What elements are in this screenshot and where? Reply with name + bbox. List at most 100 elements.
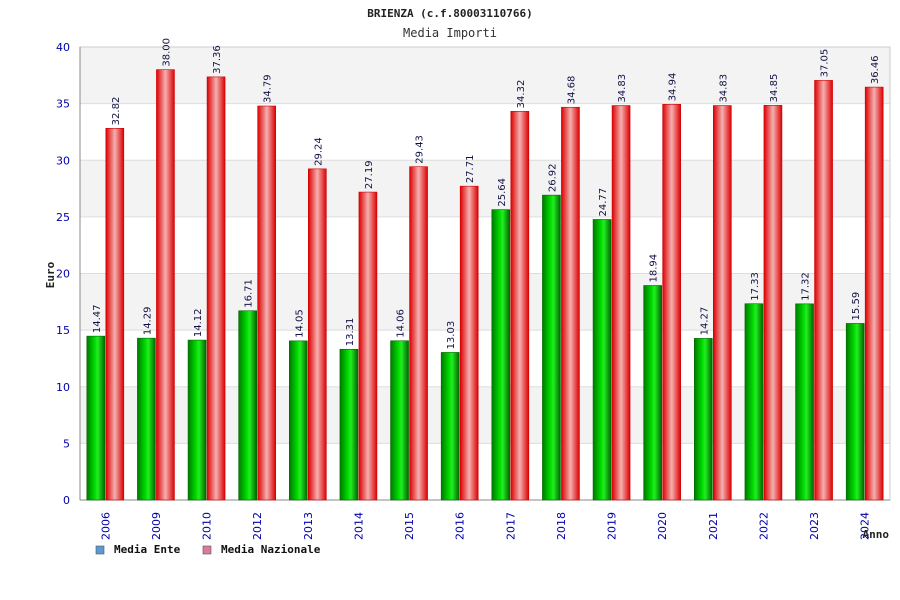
bar-media-ente-2006 — [86, 335, 106, 501]
x-tick-label-2023: 2023 — [808, 512, 821, 540]
bar-media-nazionale-2017 — [510, 111, 530, 501]
data-label-media-nazionale-2019: 34.83 — [617, 74, 628, 103]
bar-media-nazionale-2012 — [257, 105, 276, 501]
bars — [86, 69, 884, 501]
data-label-media-ente-2009: 14.29 — [142, 307, 153, 336]
chart-subtitle: Media Importi — [403, 26, 497, 40]
bar-media-nazionale-2015 — [409, 166, 428, 501]
y-tick-label: 15 — [56, 324, 70, 337]
x-tick-label-2020: 2020 — [656, 512, 669, 540]
bar-media-nazionale-2021 — [713, 105, 732, 501]
x-tick-label-2022: 2022 — [757, 512, 770, 540]
data-label-media-nazionale-2014: 27.19 — [364, 160, 375, 189]
x-tick-label-2019: 2019 — [606, 512, 619, 540]
data-label-media-nazionale-2024: 36.46 — [870, 55, 881, 84]
bar-media-nazionale-2013 — [308, 168, 327, 501]
bar-media-ente-2023 — [795, 303, 814, 501]
x-tick-label-2017: 2017 — [504, 512, 517, 540]
x-tick-label-2024: 2024 — [859, 512, 872, 540]
y-axis-ticks: 0 5 10 15 20 25 30 35 40 — [56, 41, 70, 507]
data-label-media-ente-2024: 15.59 — [851, 292, 862, 321]
x-tick-label-2016: 2016 — [454, 512, 467, 540]
bar-media-nazionale-2022 — [763, 105, 783, 501]
bar-media-nazionale-2009 — [156, 69, 175, 501]
x-axis-label: Anno — [863, 528, 890, 541]
data-label-media-ente-2020: 18.94 — [649, 254, 660, 283]
bar-media-ente-2013 — [289, 340, 308, 501]
bar-data-labels: 14.47 32.82 14.29 38.00 14.12 37.36 16.71 34.79… — [92, 38, 881, 349]
bar-media-ente-2021 — [694, 338, 713, 501]
data-label-media-nazionale-2012: 34.79 — [263, 74, 274, 103]
data-label-media-ente-2021: 14.27 — [699, 307, 710, 336]
y-tick-label: 20 — [56, 268, 70, 281]
x-tick-label-2013: 2013 — [302, 512, 315, 540]
x-tick-label-2012: 2012 — [251, 512, 264, 540]
legend-label-media-ente: Media Ente — [114, 543, 181, 556]
bar-media-nazionale-2018 — [561, 106, 580, 501]
data-label-media-ente-2014: 13.31 — [345, 318, 356, 347]
y-axis-label: Euro — [44, 261, 57, 288]
y-tick-label: 30 — [56, 154, 70, 167]
data-label-media-nazionale-2018: 34.68 — [566, 76, 577, 105]
data-label-media-nazionale-2015: 29.43 — [415, 135, 426, 164]
legend: Media Ente Media Nazionale — [95, 543, 321, 556]
x-axis-ticks: 2006 2009 2010 2012 2013 2014 2015 2016 2017 2018… — [99, 512, 871, 540]
data-label-media-ente-2017: 25.64 — [497, 178, 508, 207]
y-tick-label: 40 — [56, 41, 70, 54]
bar-media-ente-2009 — [137, 337, 156, 501]
bar-media-ente-2010 — [187, 339, 207, 501]
y-tick-label: 25 — [56, 211, 70, 224]
x-tick-label-2021: 2021 — [707, 512, 720, 540]
bar-media-ente-2018 — [542, 194, 561, 501]
bar-media-ente-2014 — [339, 348, 359, 501]
data-label-media-nazionale-2020: 34.94 — [668, 73, 679, 102]
bar-media-nazionale-2010 — [206, 76, 226, 501]
data-label-media-ente-2016: 13.03 — [446, 321, 457, 350]
bar-media-nazionale-2019 — [611, 105, 631, 501]
y-tick-label: 10 — [56, 381, 70, 394]
bar-media-nazionale-2016 — [459, 185, 479, 501]
bar-media-ente-2012 — [238, 310, 257, 501]
data-label-media-nazionale-2009: 38.00 — [161, 38, 172, 67]
data-label-media-ente-2006: 14.47 — [92, 304, 103, 333]
data-label-media-nazionale-2022: 34.85 — [769, 74, 780, 103]
data-label-media-ente-2013: 14.05 — [294, 309, 305, 338]
data-label-media-nazionale-2017: 34.32 — [516, 80, 527, 109]
data-label-media-ente-2023: 17.32 — [801, 272, 812, 301]
bar-media-ente-2015 — [390, 340, 409, 501]
legend-swatch-media-ente — [95, 545, 105, 555]
legend-swatch-media-nazionale — [202, 545, 212, 555]
legend-label-media-nazionale: Media Nazionale — [221, 543, 321, 556]
bar-media-nazionale-2020 — [662, 104, 681, 501]
bar-media-nazionale-2006 — [105, 128, 125, 501]
data-label-media-ente-2015: 14.06 — [396, 309, 407, 338]
x-tick-label-2014: 2014 — [352, 512, 365, 540]
data-label-media-ente-2010: 14.12 — [193, 308, 204, 337]
data-label-media-nazionale-2023: 37.05 — [820, 49, 831, 78]
bar-media-nazionale-2023 — [814, 80, 833, 501]
data-label-media-ente-2022: 17.33 — [750, 272, 761, 301]
x-tick-label-2006: 2006 — [99, 512, 112, 540]
bar-media-ente-2024 — [845, 323, 865, 501]
data-label-media-nazionale-2010: 37.36 — [212, 45, 223, 74]
y-tick-label: 0 — [63, 494, 70, 507]
bar-media-ente-2020 — [643, 285, 662, 501]
y-tick-label: 5 — [63, 437, 70, 450]
x-tick-label-2009: 2009 — [150, 512, 163, 540]
data-label-media-nazionale-2013: 29.24 — [313, 137, 324, 166]
x-tick-label-2015: 2015 — [403, 512, 416, 540]
data-label-media-ente-2019: 24.77 — [598, 188, 609, 217]
data-label-media-nazionale-2016: 27.71 — [465, 155, 476, 184]
x-tick-label-2018: 2018 — [555, 512, 568, 540]
bar-media-ente-2022 — [744, 303, 764, 501]
data-label-media-ente-2012: 16.71 — [244, 279, 255, 308]
y-tick-label: 35 — [56, 98, 70, 111]
bar-media-ente-2016 — [440, 352, 460, 501]
bar-media-ente-2017 — [491, 209, 511, 501]
data-label-media-nazionale-2021: 34.83 — [718, 74, 729, 103]
chart-title: BRIENZA (c.f.80003110766) — [367, 7, 533, 20]
data-label-media-nazionale-2006: 32.82 — [111, 97, 122, 126]
bar-media-nazionale-2024 — [864, 86, 884, 501]
x-tick-label-2010: 2010 — [201, 512, 214, 540]
